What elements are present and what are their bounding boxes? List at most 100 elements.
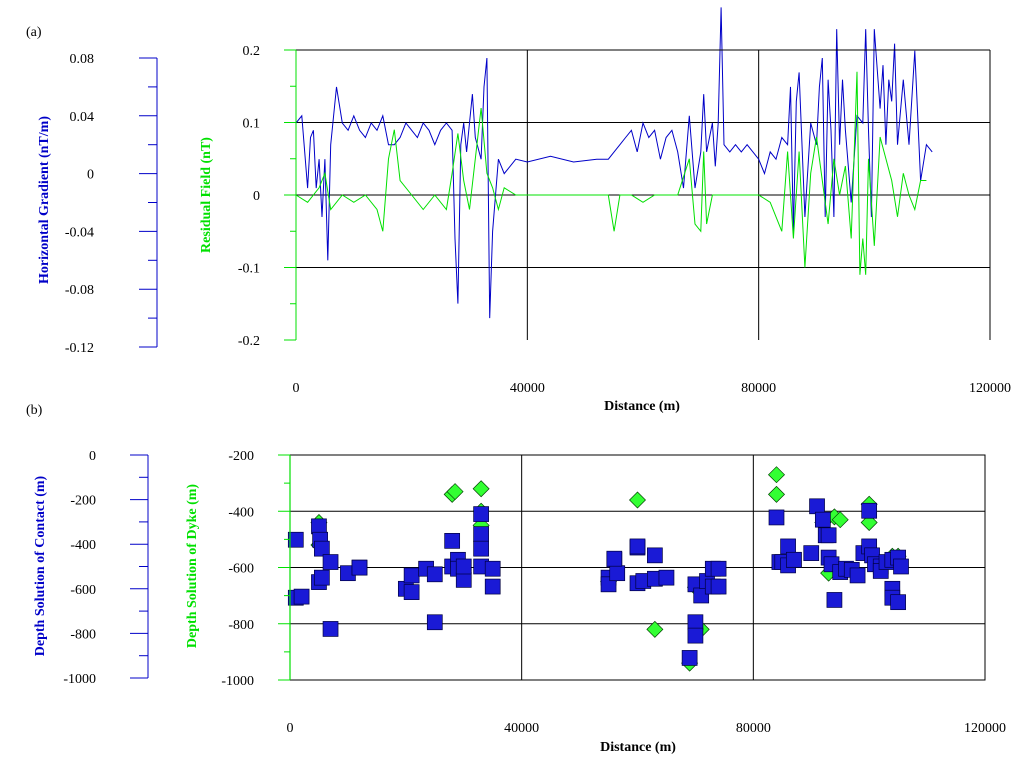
contact-square-marker [890, 594, 906, 611]
right-tick-label: -1000 [221, 674, 254, 689]
contact-square-marker [322, 621, 339, 637]
panel-b-label: (b) [26, 403, 43, 418]
panel-b: (b) 0 40000 80000 120000 0-200-400-600-800-… [26, 403, 1006, 755]
x-tick-label: 0 [293, 381, 300, 396]
panel-a-left-axis: 0.08 0.04 0 -0.04 -0.08 -0.12 [65, 52, 158, 356]
contact-markers [287, 498, 909, 666]
panel-b-x-ticks: 0 40000 80000 120000 [287, 721, 1007, 736]
contact-square-marker [351, 559, 368, 576]
left-tick-label: -0.04 [65, 225, 94, 240]
x-tick-label: 0 [287, 721, 294, 736]
panel-a-label: (a) [26, 25, 42, 40]
panel-a-x-axis-label: Distance (m) [604, 399, 680, 414]
left-tick-label: 0 [87, 168, 94, 183]
dyke-diamond-marker [768, 485, 785, 503]
contact-square-marker [809, 498, 825, 515]
contact-square-marker [893, 558, 909, 575]
contact-square-marker [314, 569, 330, 586]
right-tick-label: -0.1 [238, 262, 260, 277]
contact-square-marker [849, 567, 866, 584]
dyke-diamond-marker [646, 620, 664, 638]
panel-b-series [287, 466, 909, 672]
right-tick-label: 0.1 [243, 117, 261, 132]
contact-square-marker [780, 538, 796, 555]
contact-square-marker [609, 565, 626, 582]
left-tick-label: -0.12 [65, 341, 94, 356]
contact-square-marker [803, 545, 820, 561]
dyke-diamond-marker [768, 466, 785, 484]
panel-b-right-y-axis-label: Depth Solution of Dyke (m) [185, 484, 200, 648]
panel-a-right-axis: 0.2 0.1 0 -0.1 -0.2 [238, 44, 297, 349]
panel-b-left-y-axis-label: Depth Solution of Contact (m) [33, 475, 48, 656]
panel-b-right-axis: -200 -400 -600 -800 -1000 [221, 449, 291, 689]
contact-square-marker [768, 509, 785, 526]
contact-square-marker [314, 540, 330, 557]
left-tick-label: 0.04 [70, 110, 95, 125]
dyke-diamond-marker [831, 511, 849, 529]
contact-square-marker [403, 584, 420, 600]
contact-square-marker [710, 560, 727, 577]
left-tick-label: -600 [70, 583, 96, 598]
contact-square-marker [473, 540, 489, 557]
x-tick-label: 80000 [736, 721, 771, 736]
right-tick-label: -200 [228, 449, 254, 464]
contact-square-marker [322, 554, 339, 570]
panel-a-series [295, 7, 933, 319]
panel-a-grid [296, 50, 990, 340]
series-line-residual-field [295, 71, 927, 275]
panel-a-frame [296, 49, 991, 340]
dyke-markers [310, 466, 907, 672]
contact-square-marker [426, 614, 443, 631]
x-tick-label: 120000 [969, 381, 1011, 396]
panel-a-x-ticks: 0 40000 80000 120000 [293, 381, 1012, 396]
contact-square-marker [426, 566, 443, 583]
contact-square-marker [687, 614, 704, 631]
contact-square-marker [455, 558, 472, 575]
x-tick-label: 120000 [964, 721, 1006, 736]
contact-square-marker [403, 567, 420, 584]
contact-square-marker [826, 592, 843, 608]
contact-square-marker [455, 572, 472, 588]
x-tick-label: 40000 [510, 381, 545, 396]
panel-b-x-axis-label: Distance (m) [600, 740, 676, 755]
contact-square-marker [444, 533, 461, 549]
panel-a-left-y-axis-label: Horizontal Gradient (nT/m) [37, 116, 52, 284]
contact-square-marker [681, 650, 698, 666]
contact-square-marker [629, 538, 646, 555]
contact-square-marker [814, 511, 831, 528]
x-tick-label: 40000 [504, 721, 539, 736]
left-tick-label: -200 [70, 494, 96, 509]
contact-square-marker [293, 588, 310, 605]
left-tick-label: -0.08 [65, 283, 94, 298]
contact-square-marker [484, 560, 501, 577]
right-tick-label: 0.2 [243, 44, 261, 59]
right-tick-label: -400 [228, 505, 254, 520]
contact-square-marker [786, 551, 802, 568]
panel-a: (a) 0 40000 80000 120000 0.08 0.04 0 -0.04 -0.0… [26, 7, 1011, 414]
contact-square-marker [311, 518, 327, 535]
contact-square-marker [658, 569, 675, 586]
right-tick-label: -0.2 [238, 334, 260, 349]
dyke-diamond-marker [629, 491, 646, 509]
contact-square-marker [710, 578, 727, 595]
contact-square-marker [473, 506, 489, 522]
panel-b-left-axis: 0 -200 -400 -600 -800 -1000 [63, 449, 149, 687]
dyke-diamond-marker [446, 483, 464, 501]
left-tick-label: 0.08 [70, 52, 95, 67]
right-tick-label: -600 [228, 562, 254, 577]
left-tick-label: -400 [70, 538, 96, 553]
contact-square-marker [687, 627, 704, 644]
contact-square-marker [606, 550, 623, 567]
contact-square-marker [473, 526, 489, 543]
x-tick-label: 80000 [741, 381, 776, 396]
right-tick-label: -800 [228, 618, 254, 633]
contact-square-marker [647, 547, 663, 564]
series-line-horizontal-gradient [295, 7, 933, 319]
left-tick-label: 0 [89, 449, 96, 464]
contact-square-marker [820, 527, 837, 544]
dyke-diamond-marker [472, 480, 490, 498]
contact-square-marker [484, 578, 501, 595]
panel-a-right-y-axis-label: Residual Field (nT) [199, 137, 214, 253]
